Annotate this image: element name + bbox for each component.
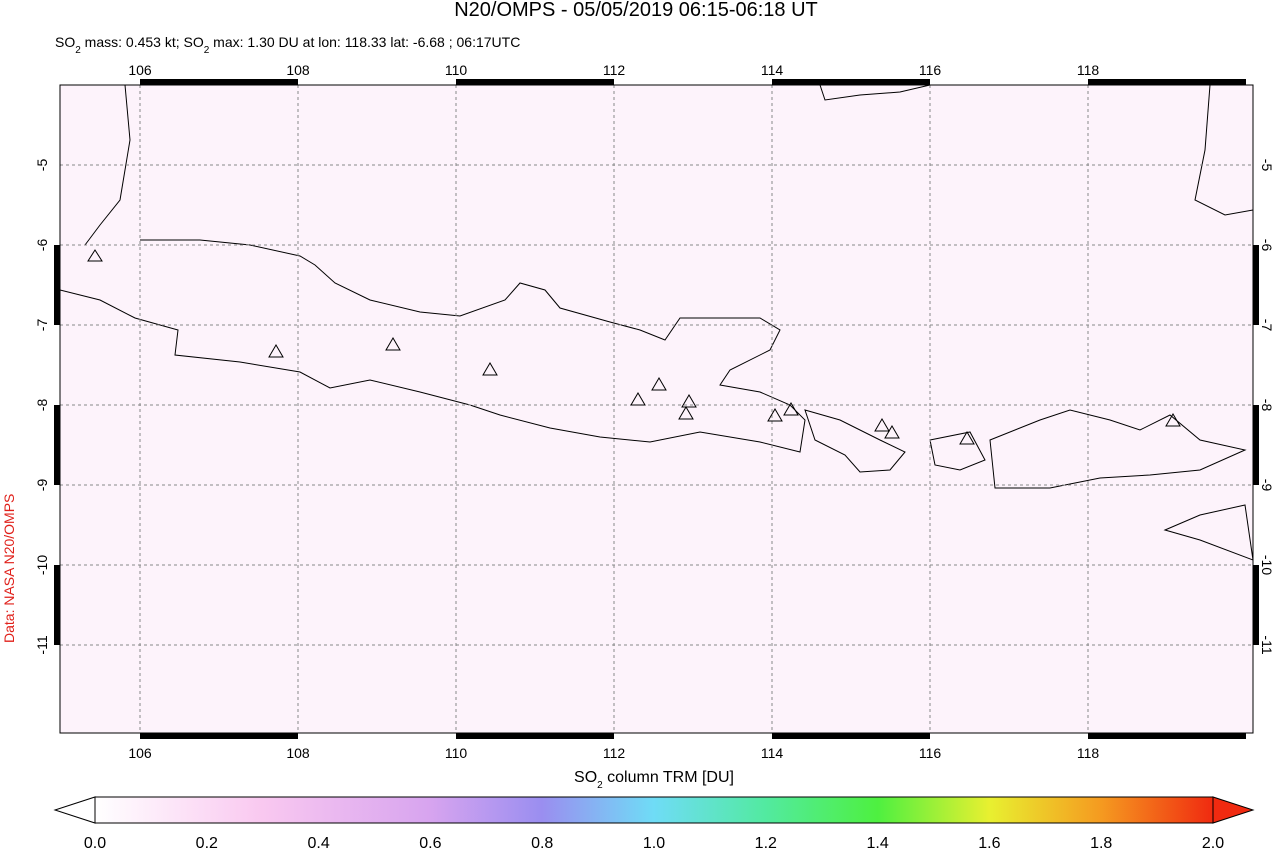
lat-label: -10: [1259, 555, 1272, 575]
frame-segment: [456, 733, 614, 739]
subtitle: SO2 mass: 0.453 kt; SO2 max: 1.30 DU at …: [55, 34, 520, 56]
volcano-markers: [87, 249, 1181, 445]
subscript: 2: [75, 45, 81, 56]
title: N20/OMPS - 05/05/2019 06:15-06:18 UT: [454, 0, 818, 21]
colorbar: [94, 796, 1214, 824]
frame-segment: [1253, 405, 1259, 485]
lon-label: 108: [286, 745, 310, 761]
map-background: [60, 85, 1253, 733]
lat-label: -8: [1259, 399, 1272, 412]
lon-label: 114: [761, 62, 784, 78]
frame-segment: [456, 79, 614, 85]
axis-labels: 106 106 108 108 110 110 112 112 114 114 116 116 118 1…: [34, 62, 1272, 761]
subscript: 2: [204, 45, 210, 56]
lon-label: 118: [1077, 62, 1100, 78]
map-border: [59, 84, 1254, 734]
colorbar-label: 2.0: [1202, 835, 1224, 852]
lon-label: 106: [128, 745, 152, 761]
frame-segment: [140, 79, 298, 85]
text-part: column TRM [DU]: [603, 769, 734, 786]
lat-label: -7: [1259, 319, 1272, 332]
colorbar-label: 0.8: [531, 835, 553, 852]
colorbar-over: [1212, 796, 1255, 824]
frame-segment: [140, 733, 298, 739]
lat-label: -11: [1259, 635, 1272, 654]
lon-label: 114: [761, 745, 784, 761]
colorbar-title: SO2 column TRM [DU]: [574, 769, 734, 791]
lat-label: -11: [34, 635, 50, 654]
colorbar-label: 0.0: [84, 835, 106, 852]
lon-label: 108: [286, 62, 310, 78]
frame-segment: [54, 245, 60, 325]
lat-label: -5: [34, 159, 50, 172]
lon-label: 118: [1077, 745, 1100, 761]
lat-label: -7: [34, 319, 50, 332]
text-part: SO: [55, 34, 75, 50]
frame-segment: [772, 79, 930, 85]
frame-segment: [1088, 733, 1246, 739]
frame-segment: [1088, 79, 1246, 85]
map-frame: [54, 79, 1259, 739]
lon-label: 112: [603, 62, 626, 78]
colorbar-label: 1.6: [978, 835, 1000, 852]
frame-segment: [54, 405, 60, 485]
lat-label: -6: [34, 239, 50, 252]
lat-label: -8: [34, 399, 50, 412]
subscript: 2: [597, 780, 603, 791]
map-area: [60, 85, 1253, 733]
colorbar-label: 0.2: [196, 835, 218, 852]
text-part: mass: 0.453 kt; SO: [81, 34, 204, 50]
colorbar-ticks: 0.0 0.2 0.4 0.6 0.8 1.0 1.2 1.4 1.6 1.8 2.0: [84, 835, 1224, 852]
lon-label: 116: [919, 62, 942, 78]
graticule: [60, 85, 1253, 733]
text-part: max: 1.30 DU at lon: 118.33 lat: -6.68 ;…: [209, 34, 520, 50]
colorbar-under: [53, 796, 96, 824]
lon-label: 116: [919, 745, 942, 761]
frame-segment: [54, 565, 60, 645]
frame-segment: [772, 733, 930, 739]
colorbar-label: 1.8: [1090, 835, 1112, 852]
colorbar-label: 0.6: [419, 835, 441, 852]
lat-label: -10: [34, 555, 50, 575]
colorbar-label: 1.0: [643, 835, 665, 852]
text-part: SO: [574, 769, 597, 786]
lat-label: -5: [1259, 159, 1272, 172]
lat-label: -9: [1259, 479, 1272, 492]
credit: Data: NASA N20/OMPS: [1, 494, 17, 643]
coastlines: [60, 85, 1253, 561]
colorbar-label: 1.2: [755, 835, 777, 852]
frame-segment: [1253, 245, 1259, 325]
lon-label: 110: [445, 62, 468, 78]
frame-segment: [1253, 565, 1259, 645]
lon-label: 110: [445, 745, 468, 761]
colorbar-label: 1.4: [866, 835, 888, 852]
lat-label: -9: [34, 479, 50, 492]
colorbar-label: 0.4: [307, 835, 329, 852]
lat-label: -6: [1259, 239, 1272, 252]
lon-label: 106: [128, 62, 152, 78]
lon-label: 112: [603, 745, 626, 761]
